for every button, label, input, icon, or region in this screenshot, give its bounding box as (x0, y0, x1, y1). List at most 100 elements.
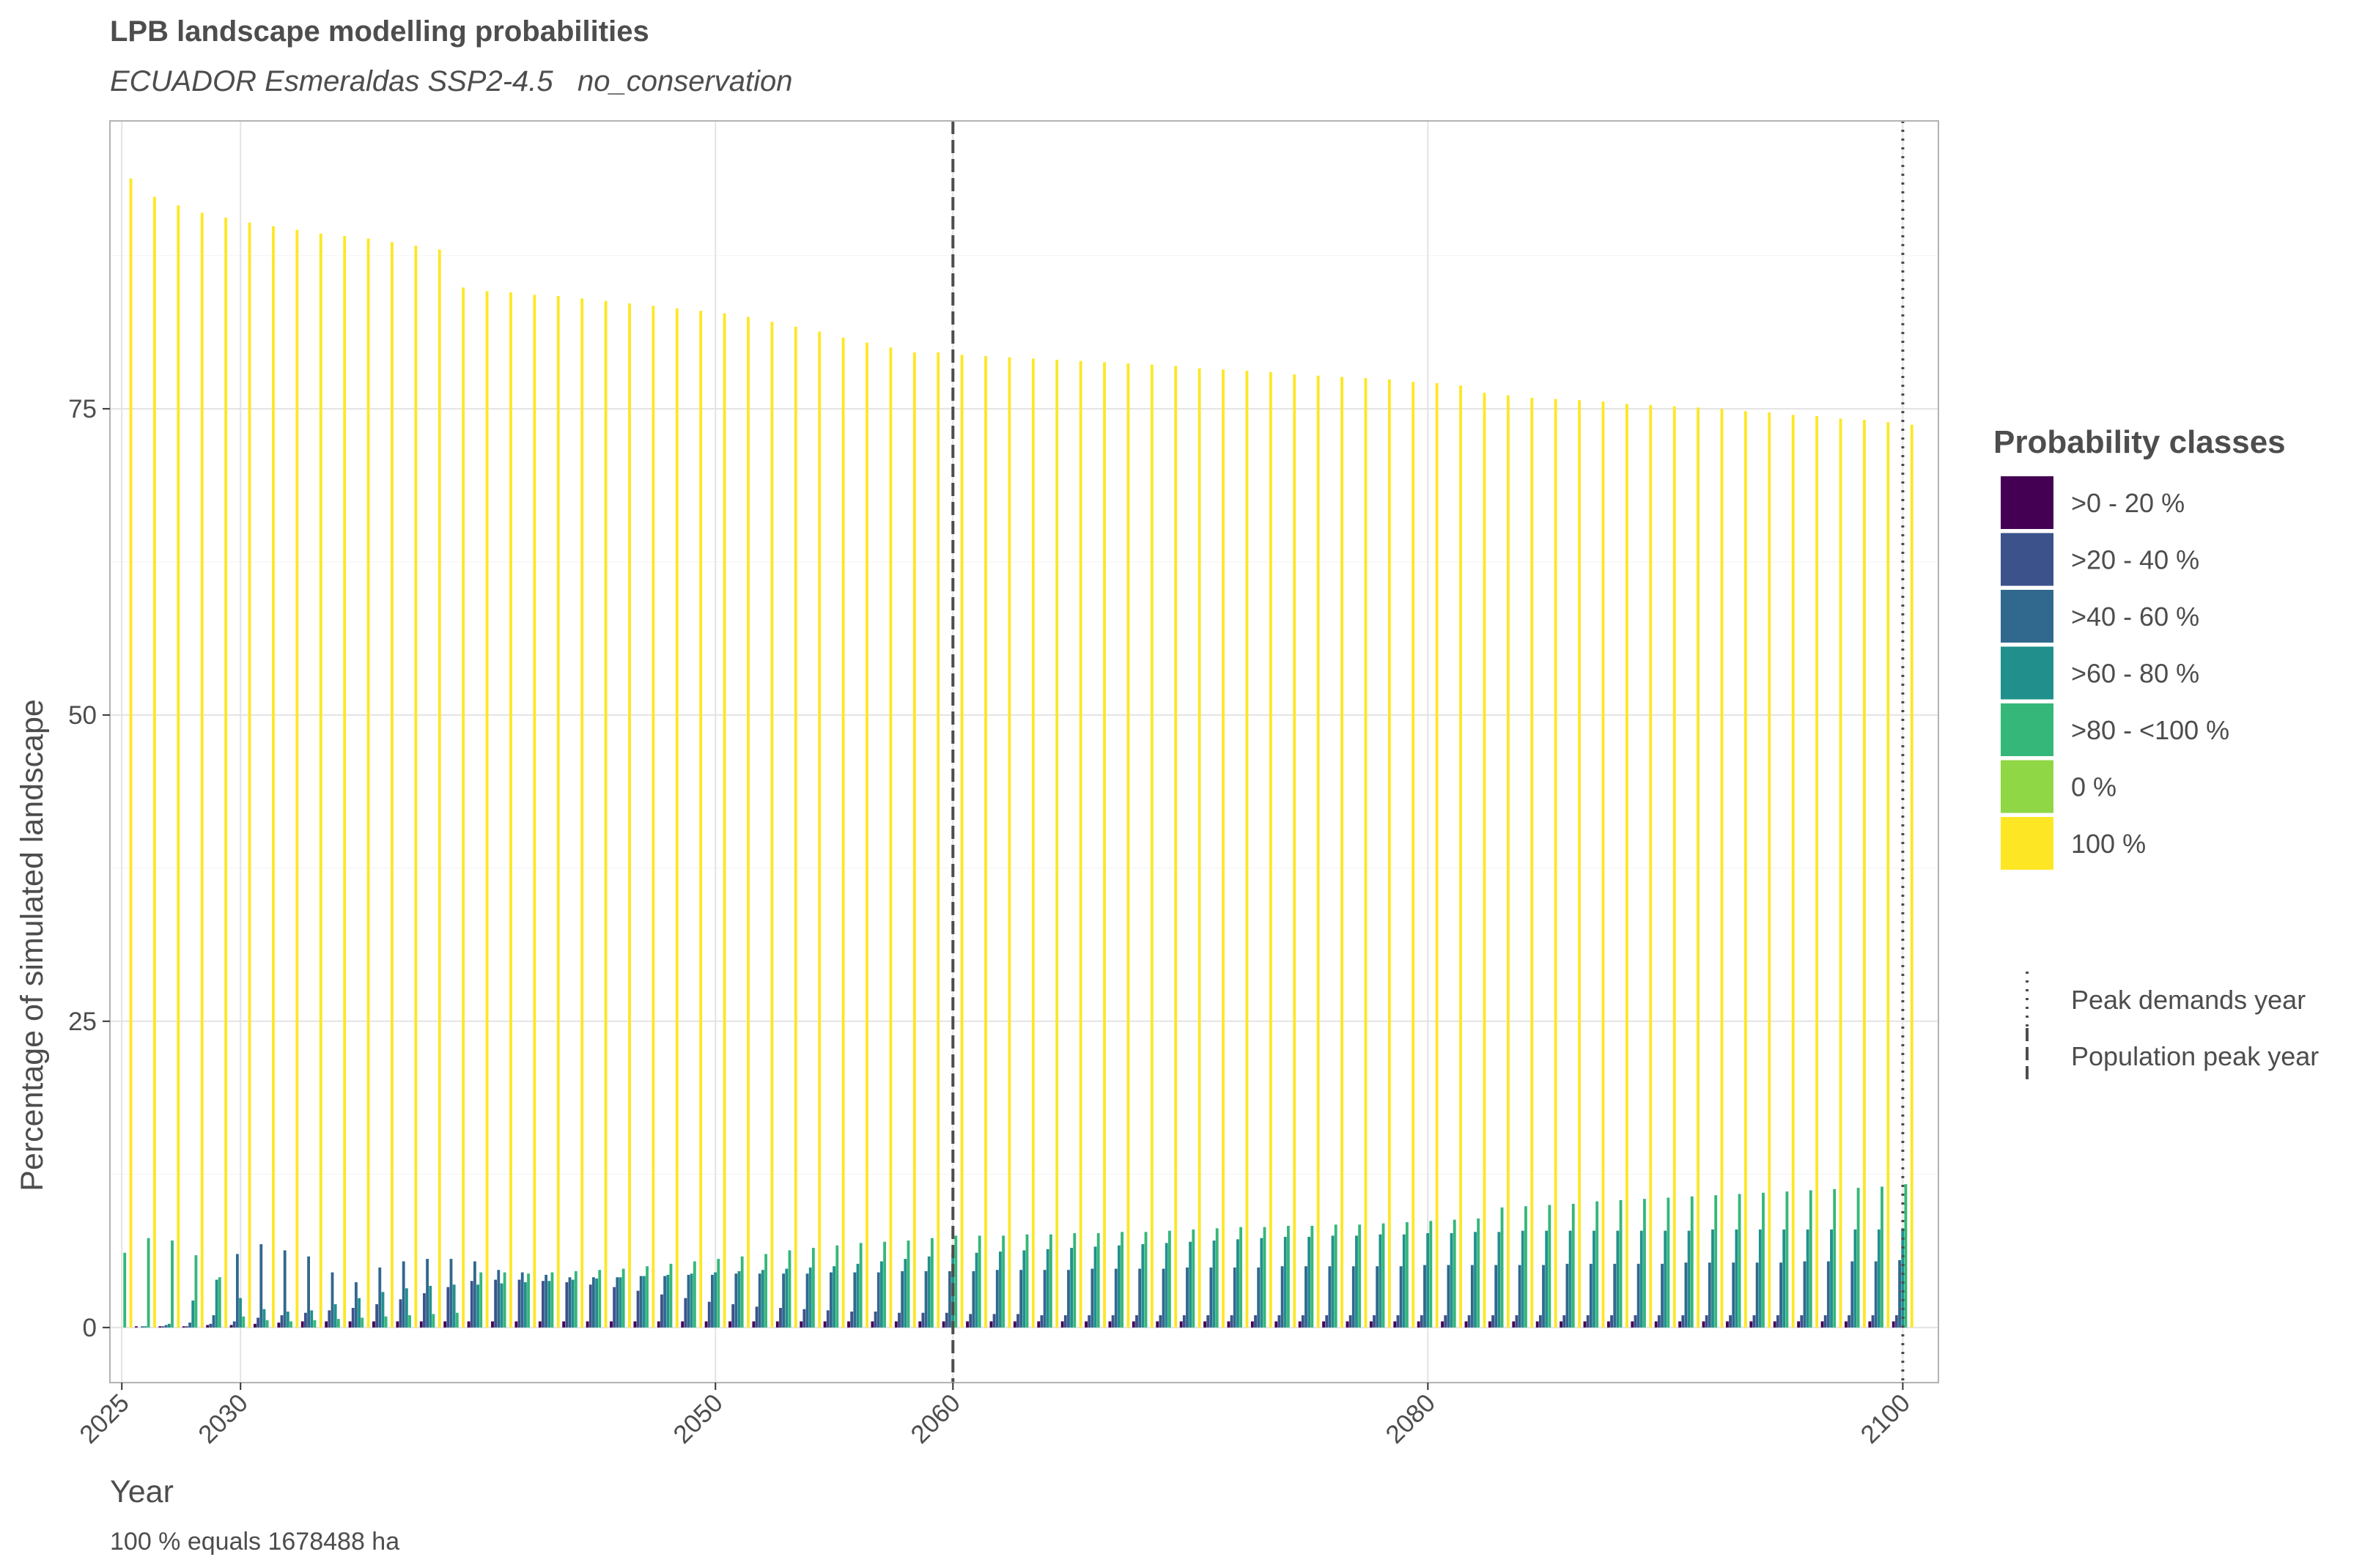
bar (1159, 1315, 1162, 1328)
legend-label: >20 - 40 % (2071, 545, 2199, 575)
bar (755, 1306, 759, 1328)
bar (1729, 1315, 1732, 1328)
bar (224, 218, 228, 1328)
bar (775, 1321, 779, 1328)
bar (1515, 1315, 1518, 1328)
legend-swatch (2001, 533, 2053, 586)
bar (351, 1308, 355, 1328)
bar (859, 1243, 863, 1328)
bar (167, 1323, 171, 1328)
bar (1616, 1230, 1620, 1328)
bar (918, 1321, 922, 1328)
bar (277, 1323, 281, 1328)
bar (788, 1250, 791, 1328)
bar (215, 1279, 218, 1328)
bar (628, 303, 631, 1328)
bar (1886, 422, 1890, 1328)
bar (1904, 1184, 1908, 1328)
bar (194, 1255, 198, 1328)
bar (681, 1321, 684, 1328)
bar (811, 1248, 815, 1328)
bar (1464, 1321, 1468, 1328)
bar (429, 1285, 432, 1328)
bar (586, 1321, 589, 1328)
bar (1429, 1221, 1433, 1328)
bar (452, 1284, 456, 1328)
bar (883, 1241, 886, 1328)
plot-border (109, 120, 1939, 1383)
bar (1212, 1240, 1216, 1328)
bar (1049, 1234, 1052, 1328)
bar (747, 317, 750, 1328)
bar (1785, 1191, 1789, 1328)
bar (1681, 1315, 1685, 1328)
bar (361, 1317, 364, 1328)
chart-subtitle: ECUADOR Esmeraldas SSP2-4.5 no_conservat… (110, 65, 793, 97)
bar (1649, 404, 1653, 1328)
bar (1141, 1244, 1145, 1328)
bar (188, 1323, 191, 1328)
bar (319, 233, 322, 1328)
bar (999, 1251, 1002, 1328)
bar (1287, 1226, 1290, 1328)
bar (1863, 419, 1866, 1328)
bar (1782, 1229, 1786, 1328)
legend-label: 0 % (2071, 772, 2116, 802)
bar (1351, 1266, 1355, 1328)
bar (636, 1290, 640, 1328)
bar (1250, 1321, 1254, 1328)
bar (1762, 1192, 1765, 1328)
bar (1192, 1229, 1195, 1328)
bar (723, 313, 726, 1328)
reference-lines (951, 121, 1905, 1383)
bar (1708, 1262, 1711, 1328)
bar (1506, 395, 1510, 1328)
bar (1568, 1230, 1572, 1328)
bar (1447, 1265, 1450, 1328)
y-axis-ticks: 0 25 50 75 (68, 395, 110, 1342)
bar (1755, 1262, 1759, 1328)
bar (1138, 1268, 1142, 1328)
bar (358, 1298, 361, 1328)
bar (758, 1273, 761, 1328)
bar (426, 1259, 429, 1328)
bar (1135, 1315, 1138, 1328)
bar (823, 1321, 827, 1328)
bar (1013, 1321, 1016, 1328)
bar (1500, 1207, 1504, 1328)
bar (248, 222, 251, 1328)
bar (1379, 1234, 1382, 1328)
bar (1280, 1266, 1284, 1328)
bar (841, 337, 845, 1328)
bar (1697, 407, 1700, 1328)
bar (476, 1284, 479, 1328)
bar (1450, 1233, 1453, 1328)
x-tick-label: 2050 (668, 1388, 728, 1449)
bar (1111, 1315, 1115, 1328)
bar (684, 1298, 687, 1328)
bar (304, 1312, 307, 1328)
bar (937, 352, 940, 1328)
bar (1245, 371, 1249, 1328)
bar (1316, 375, 1320, 1328)
bar (191, 1300, 195, 1328)
bar (1277, 1315, 1281, 1328)
bar (384, 1316, 388, 1328)
bar (1399, 1266, 1403, 1328)
legend-line-label: Population peak year (2071, 1041, 2319, 1071)
bar (924, 1271, 928, 1328)
bar (1477, 1218, 1480, 1328)
bar (467, 1321, 470, 1328)
y-tick-label: 75 (68, 395, 97, 424)
bar (1815, 415, 1819, 1328)
x-tick-label: 2025 (74, 1388, 135, 1449)
bar (1732, 1262, 1735, 1328)
bar (1826, 1261, 1830, 1328)
bar (185, 1326, 188, 1328)
bar (1776, 1315, 1779, 1328)
bar (1877, 1229, 1881, 1328)
bar (1132, 1321, 1135, 1328)
legend-label: >40 - 60 % (2071, 602, 2199, 632)
bar (1542, 1265, 1545, 1328)
bar (731, 1304, 735, 1328)
